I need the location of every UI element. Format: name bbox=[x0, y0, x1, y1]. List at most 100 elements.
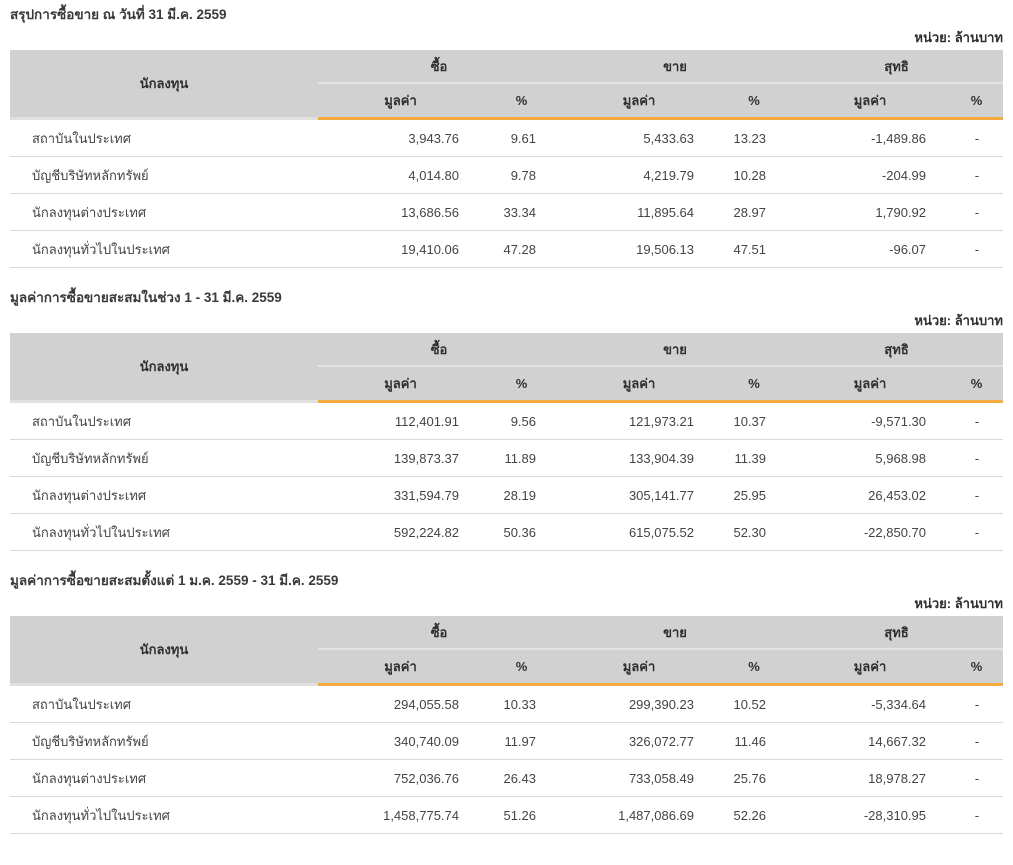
col-header-net-value: มูลค่า bbox=[790, 649, 951, 686]
col-group-buy: ซื้อ bbox=[318, 333, 561, 367]
col-header-sell-percent: % bbox=[718, 649, 791, 686]
table-row: นักลงทุนต่างประเทศ 752,036.76 26.43 733,… bbox=[10, 759, 1004, 797]
col-header-net-percent: % bbox=[950, 649, 1004, 686]
col-header-investor: นักลงทุน bbox=[10, 333, 318, 403]
investor-name: นักลงทุนต่างประเทศ bbox=[10, 476, 318, 514]
sell-percent: 47.51 bbox=[718, 230, 791, 268]
table-row: นักลงทุนทั่วไปในประเทศ 1,458,775.74 51.2… bbox=[10, 796, 1004, 834]
buy-value: 3,943.76 bbox=[318, 118, 483, 157]
buy-value: 112,401.91 bbox=[318, 401, 483, 440]
net-value: -204.99 bbox=[790, 156, 951, 194]
col-group-net: สุทธิ bbox=[790, 50, 1004, 84]
investor-name: บัญชีบริษัทหลักทรัพย์ bbox=[10, 439, 318, 477]
col-header-buy-value: มูลค่า bbox=[318, 83, 483, 120]
unit-label: หน่วย: ล้านบาท bbox=[914, 30, 1003, 45]
table-row: บัญชีบริษัทหลักทรัพย์ 4,014.80 9.78 4,21… bbox=[10, 156, 1004, 194]
sell-value: 19,506.13 bbox=[560, 230, 719, 268]
buy-percent: 9.61 bbox=[483, 118, 561, 157]
net-value: -5,334.64 bbox=[790, 684, 951, 723]
buy-percent: 11.97 bbox=[483, 722, 561, 760]
unit-label: หน่วย: ล้านบาท bbox=[914, 313, 1003, 328]
sell-percent: 25.95 bbox=[718, 476, 791, 514]
buy-value: 139,873.37 bbox=[318, 439, 483, 477]
net-value: 5,968.98 bbox=[790, 439, 951, 477]
col-header-buy-value: มูลค่า bbox=[318, 366, 483, 403]
col-group-sell: ขาย bbox=[560, 616, 791, 650]
trading-table-month: นักลงทุน ซื้อ ขาย สุทธิ มูลค่า % มูลค่า … bbox=[10, 333, 1004, 551]
buy-value: 340,740.09 bbox=[318, 722, 483, 760]
sell-value: 1,487,086.69 bbox=[560, 796, 719, 834]
section-month-cumulative: มูลค่าการซื้อขายสะสมในช่วง 1 - 31 มี.ค. … bbox=[10, 289, 1004, 551]
net-value: 14,667.32 bbox=[790, 722, 951, 760]
header-sub-row: มูลค่า % มูลค่า % มูลค่า % bbox=[10, 366, 1004, 403]
section-title: สรุปการซื้อขาย ณ วันที่ 31 มี.ค. 2559 bbox=[10, 7, 227, 22]
sell-value: 305,141.77 bbox=[560, 476, 719, 514]
table-row: นักลงทุนทั่วไปในประเทศ 19,410.06 47.28 1… bbox=[10, 230, 1004, 268]
buy-value: 1,458,775.74 bbox=[318, 796, 483, 834]
net-percent: - bbox=[950, 796, 1004, 834]
col-header-sell-percent: % bbox=[718, 366, 791, 403]
trading-table-daily: นักลงทุน ซื้อ ขาย สุทธิ มูลค่า % มูลค่า … bbox=[10, 50, 1004, 268]
sell-value: 326,072.77 bbox=[560, 722, 719, 760]
buy-percent: 28.19 bbox=[483, 476, 561, 514]
buy-percent: 9.78 bbox=[483, 156, 561, 194]
buy-percent: 9.56 bbox=[483, 401, 561, 440]
sell-percent: 25.76 bbox=[718, 759, 791, 797]
investor-name: นักลงทุนทั่วไปในประเทศ bbox=[10, 230, 318, 268]
net-percent: - bbox=[950, 476, 1004, 514]
unit-label: หน่วย: ล้านบาท bbox=[914, 596, 1003, 611]
table-row: นักลงทุนทั่วไปในประเทศ 592,224.82 50.36 … bbox=[10, 513, 1004, 551]
net-percent: - bbox=[950, 118, 1004, 157]
buy-percent: 47.28 bbox=[483, 230, 561, 268]
net-percent: - bbox=[950, 513, 1004, 551]
investor-name: บัญชีบริษัทหลักทรัพย์ bbox=[10, 156, 318, 194]
net-value: 26,453.02 bbox=[790, 476, 951, 514]
section-year-cumulative: มูลค่าการซื้อขายสะสมตั้งแต่ 1 ม.ค. 2559 … bbox=[10, 572, 1004, 834]
sell-percent: 52.30 bbox=[718, 513, 791, 551]
header-group-row: นักลงทุน ซื้อ ขาย สุทธิ bbox=[10, 50, 1004, 120]
buy-value: 4,014.80 bbox=[318, 156, 483, 194]
buy-percent: 26.43 bbox=[483, 759, 561, 797]
col-header-investor: นักลงทุน bbox=[10, 616, 318, 686]
col-header-net-value: มูลค่า bbox=[790, 366, 951, 403]
buy-percent: 51.26 bbox=[483, 796, 561, 834]
col-group-buy: ซื้อ bbox=[318, 50, 561, 84]
table-row: สถาบันในประเทศ 112,401.91 9.56 121,973.2… bbox=[10, 401, 1004, 440]
sell-value: 733,058.49 bbox=[560, 759, 719, 797]
col-group-buy: ซื้อ bbox=[318, 616, 561, 650]
col-header-investor: นักลงทุน bbox=[10, 50, 318, 120]
sell-value: 133,904.39 bbox=[560, 439, 719, 477]
buy-value: 592,224.82 bbox=[318, 513, 483, 551]
investor-name: บัญชีบริษัทหลักทรัพย์ bbox=[10, 722, 318, 760]
investor-name: นักลงทุนต่างประเทศ bbox=[10, 759, 318, 797]
col-header-sell-value: มูลค่า bbox=[560, 649, 719, 686]
sell-value: 5,433.63 bbox=[560, 118, 719, 157]
net-value: -1,489.86 bbox=[790, 118, 951, 157]
col-header-buy-value: มูลค่า bbox=[318, 649, 483, 686]
header-group-row: นักลงทุน ซื้อ ขาย สุทธิ bbox=[10, 616, 1004, 686]
table-row: นักลงทุนต่างประเทศ 331,594.79 28.19 305,… bbox=[10, 476, 1004, 514]
investor-name: นักลงทุนต่างประเทศ bbox=[10, 193, 318, 231]
col-group-net: สุทธิ bbox=[790, 616, 1004, 650]
net-percent: - bbox=[950, 759, 1004, 797]
section-title: มูลค่าการซื้อขายสะสมในช่วง 1 - 31 มี.ค. … bbox=[10, 290, 282, 305]
net-percent: - bbox=[950, 230, 1004, 268]
net-percent: - bbox=[950, 401, 1004, 440]
buy-value: 331,594.79 bbox=[318, 476, 483, 514]
sell-percent: 52.26 bbox=[718, 796, 791, 834]
buy-percent: 33.34 bbox=[483, 193, 561, 231]
net-value: 1,790.92 bbox=[790, 193, 951, 231]
investor-name: นักลงทุนทั่วไปในประเทศ bbox=[10, 796, 318, 834]
sell-percent: 10.28 bbox=[718, 156, 791, 194]
sell-percent: 28.97 bbox=[718, 193, 791, 231]
buy-value: 13,686.56 bbox=[318, 193, 483, 231]
table-row: สถาบันในประเทศ 294,055.58 10.33 299,390.… bbox=[10, 684, 1004, 723]
sell-percent: 10.52 bbox=[718, 684, 791, 723]
header-sub-row: มูลค่า % มูลค่า % มูลค่า % bbox=[10, 83, 1004, 120]
buy-value: 294,055.58 bbox=[318, 684, 483, 723]
table-row: บัญชีบริษัทหลักทรัพย์ 340,740.09 11.97 3… bbox=[10, 722, 1004, 760]
sell-value: 299,390.23 bbox=[560, 684, 719, 723]
net-percent: - bbox=[950, 722, 1004, 760]
table-row: สถาบันในประเทศ 3,943.76 9.61 5,433.63 13… bbox=[10, 118, 1004, 157]
col-header-net-value: มูลค่า bbox=[790, 83, 951, 120]
